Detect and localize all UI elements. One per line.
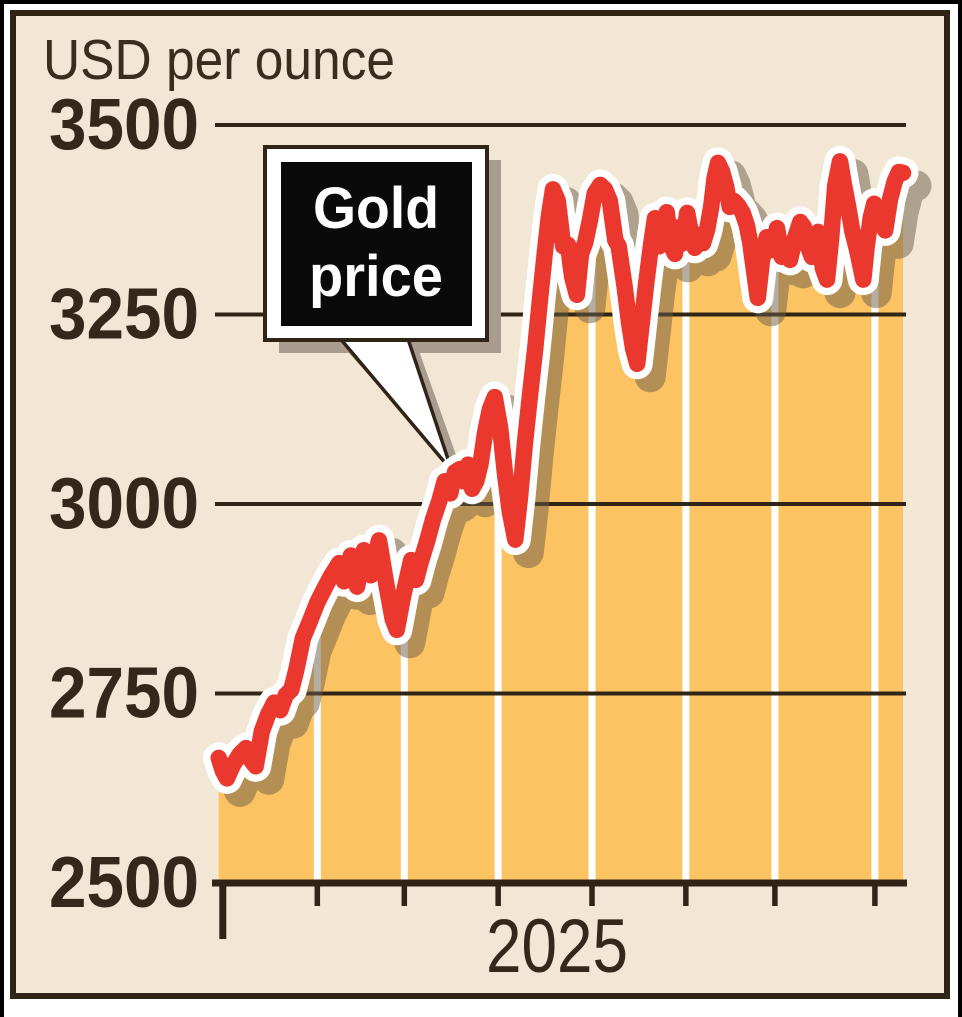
chart-title: USD per ounce (43, 28, 395, 92)
x-axis-year-label: 2025 (486, 904, 628, 989)
series-callout: Gold price (263, 145, 501, 483)
y-tick-label-3500: 3500 (49, 85, 199, 165)
gold-area-fill (218, 161, 903, 883)
page-edge-left (0, 0, 4, 1017)
page-edge-top (0, 0, 962, 4)
y-tick-label-2500: 2500 (49, 843, 199, 923)
price-line-layer (203, 145, 932, 807)
price-line (210, 153, 912, 787)
y-tick-label-3250: 3250 (49, 275, 199, 355)
callout-label-line2: price (309, 244, 443, 309)
y-tick-label-3000: 3000 (49, 464, 199, 544)
y-tick-label-2750: 2750 (49, 654, 199, 734)
callout-black-panel (281, 162, 472, 326)
x-axis-layer (212, 879, 907, 939)
page-edge-right (958, 0, 962, 1017)
callout-label-line1: Gold (313, 176, 439, 241)
y-axis-labels: 2500 2750 3000 3250 3500 (49, 85, 199, 923)
